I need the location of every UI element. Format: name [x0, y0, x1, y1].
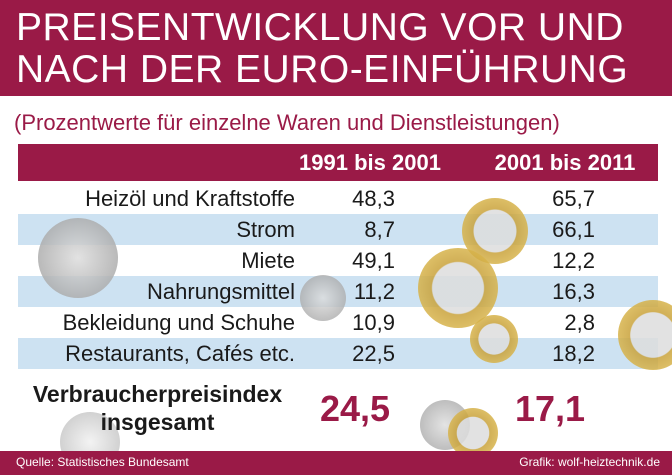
footer-source: Quelle: Statistisches Bundesamt	[16, 455, 189, 469]
cell-value: 65,7	[552, 186, 595, 211]
title-line: NACH DER EURO-EINFÜHRUNG	[16, 48, 629, 91]
table-row: Strom 8,7 66,1	[18, 214, 658, 245]
header-row	[18, 144, 658, 181]
total-label-line: insgesamt	[100, 409, 215, 435]
coin	[300, 275, 346, 321]
row-label: Heizöl und Kraftstoffe	[85, 186, 295, 211]
title-line: PREISENTWICKLUNG VOR UND	[16, 6, 624, 49]
column-header: 2001 bis 2011	[494, 150, 636, 175]
table-row: Miete 49,1 12,2	[18, 245, 658, 276]
cell-value: 22,5	[352, 341, 395, 366]
table-row: Bekleidung und Schuhe 10,9 2,8	[18, 307, 658, 338]
cell-value: 2,8	[564, 310, 595, 335]
coin	[470, 315, 518, 363]
column-header: 1991 bis 2001	[299, 150, 441, 175]
cell-value: 16,3	[552, 279, 595, 304]
coin	[38, 218, 118, 298]
cell-value: 49,1	[352, 248, 395, 273]
row-label: Strom	[236, 217, 295, 242]
footer-credit: Grafik: wolf-heiztechnik.de	[519, 455, 660, 469]
cell-value: 10,9	[352, 310, 395, 335]
coin	[448, 408, 498, 458]
cell-value: 18,2	[552, 341, 595, 366]
title-bar	[0, 0, 672, 96]
row-label: Restaurants, Cafés etc.	[65, 341, 295, 366]
row-label: Miete	[241, 248, 295, 273]
subtitle: (Prozentwerte für einzelne Waren und Die…	[14, 110, 560, 135]
total-value: 17,1	[514, 388, 586, 429]
table-row: Heizöl und Kraftstoffe 48,3 65,7	[18, 183, 658, 214]
coin	[618, 300, 672, 370]
total-value: 24,5	[319, 388, 391, 429]
cell-value: 48,3	[352, 186, 395, 211]
row-label: Nahrungsmittel	[147, 279, 295, 304]
coin	[418, 248, 498, 328]
footer-bar	[0, 451, 672, 475]
cell-value: 66,1	[552, 217, 595, 242]
row-label: Bekleidung und Schuhe	[62, 310, 295, 335]
cell-value: 11,2	[353, 279, 395, 304]
cell-value: 12,2	[552, 248, 595, 273]
total-label: Verbraucherpreisindex insgesamt	[20, 380, 295, 436]
cell-value: 8,7	[364, 217, 395, 242]
table-row: Restaurants, Cafés etc. 22,5 18,2	[18, 338, 658, 369]
total-label-line: Verbraucherpreisindex	[32, 381, 283, 407]
